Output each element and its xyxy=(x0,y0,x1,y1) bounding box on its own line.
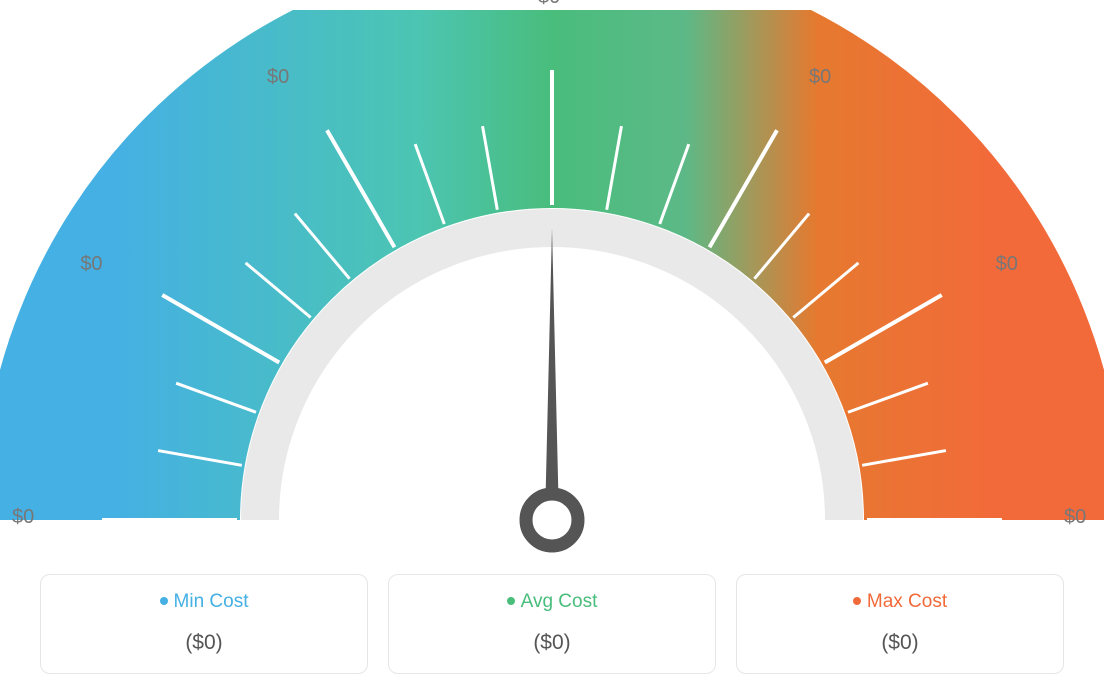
legend-label-avg: Avg Cost xyxy=(521,591,598,612)
legend-dot-max xyxy=(853,597,861,605)
legend-title-min: Min Cost xyxy=(51,591,357,613)
gauge-scale-label: $0 xyxy=(12,506,34,529)
gauge-scale-label: $0 xyxy=(809,66,831,89)
legend-label-min: Min Cost xyxy=(174,591,249,612)
legend-title-max: Max Cost xyxy=(747,591,1053,613)
gauge-dial: $0$0$0$0$0$0$0 xyxy=(0,10,1104,570)
legend-row: Min Cost ($0) Avg Cost ($0) Max Cost ($0… xyxy=(0,574,1104,674)
gauge-scale-label: $0 xyxy=(80,253,102,276)
gauge-scale-label: $0 xyxy=(267,66,289,89)
gauge-scale-label: $0 xyxy=(996,253,1018,276)
legend-label-max: Max Cost xyxy=(867,591,947,612)
legend-card-max: Max Cost ($0) xyxy=(736,574,1064,674)
legend-value-max: ($0) xyxy=(747,631,1053,655)
legend-value-avg: ($0) xyxy=(399,631,705,655)
legend-title-avg: Avg Cost xyxy=(399,591,705,613)
legend-dot-avg xyxy=(507,597,515,605)
gauge-scale-label: $0 xyxy=(538,0,560,9)
legend-dot-min xyxy=(160,597,168,605)
gauge-svg xyxy=(0,10,1104,570)
legend-card-avg: Avg Cost ($0) xyxy=(388,574,716,674)
legend-value-min: ($0) xyxy=(51,631,357,655)
cost-gauge-chart: $0 $0 $0 $0 $0 $0 $0 Min Cost ($0) Avg Cost ($… xyxy=(0,0,1104,690)
gauge-scale-label: $0 xyxy=(1064,506,1086,529)
legend-card-min: Min Cost ($0) xyxy=(40,574,368,674)
gauge-needle xyxy=(526,228,578,546)
